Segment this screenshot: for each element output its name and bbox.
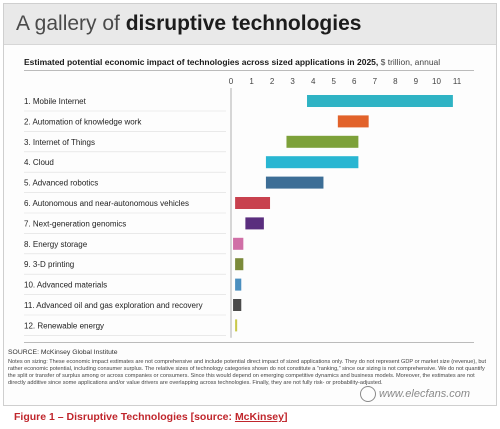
bar-chart: 0 1 2 3 4 5 6 7 8 9 10 11 1. Mobile Internet 2. Autom… bbox=[24, 77, 462, 338]
category-label: 11. Advanced oil and gas exploration and… bbox=[24, 301, 203, 310]
title-bold: disruptive technologies bbox=[125, 12, 362, 35]
x-tick-label-5: 5 bbox=[332, 77, 337, 86]
category-label: 10. Advanced materials bbox=[24, 281, 107, 290]
x-tick-label-6: 6 bbox=[352, 77, 357, 86]
bar-2 bbox=[337, 115, 369, 128]
x-tick-label-2: 2 bbox=[270, 77, 275, 86]
bar-9 bbox=[235, 258, 244, 271]
bar-8 bbox=[233, 237, 244, 250]
x-tick-label-10: 10 bbox=[432, 77, 441, 86]
x-tick-label-11: 11 bbox=[453, 77, 462, 86]
bar-1 bbox=[307, 95, 453, 107]
chart-subtitle: Estimated potential economic impact of t… bbox=[24, 57, 440, 67]
sizing-notes: Notes on sizing: These economic impact e… bbox=[8, 359, 487, 387]
category-label: 2. Automation of knowledge work bbox=[24, 117, 142, 126]
bar-12 bbox=[235, 319, 238, 332]
bar-6 bbox=[235, 197, 271, 209]
category-label: 7. Next-generation genomics bbox=[24, 219, 126, 228]
page-title: A gallery of disruptive technologies bbox=[16, 12, 361, 36]
caption-source-link[interactable]: McKinsey bbox=[234, 411, 284, 423]
elecfans-logo-icon bbox=[360, 386, 376, 402]
category-label: 4. Cloud bbox=[24, 158, 54, 167]
x-tick-label-9: 9 bbox=[414, 77, 419, 86]
caption-end: ] bbox=[283, 411, 288, 423]
category-label: 3. Internet of Things bbox=[24, 138, 95, 147]
category-label: 1. Mobile Internet bbox=[24, 97, 87, 106]
x-tick-label-4: 4 bbox=[311, 77, 316, 86]
source-note: SOURCE: McKinsey Global Institute bbox=[8, 349, 118, 356]
bar-10 bbox=[235, 278, 242, 291]
x-tick-label-7: 7 bbox=[373, 77, 378, 86]
x-tick-label-8: 8 bbox=[393, 77, 398, 86]
caption-main: Figure 1 – Disruptive Technologies [sour… bbox=[14, 411, 235, 423]
bar-5 bbox=[265, 176, 324, 189]
x-tick-label-0: 0 bbox=[229, 77, 234, 86]
category-label: 6. Autonomous and near-autonomous vehicl… bbox=[24, 199, 189, 208]
category-label: 9. 3-D printing bbox=[24, 260, 74, 269]
title-bar: A gallery of disruptive technologies bbox=[4, 4, 496, 45]
category-label: 5. Advanced robotics bbox=[24, 179, 98, 188]
title-prefix: A gallery of bbox=[16, 12, 126, 35]
figure-caption: Figure 1 – Disruptive Technologies [sour… bbox=[14, 411, 287, 423]
top-divider bbox=[24, 70, 474, 71]
watermark-text: www.elecfans.com bbox=[379, 387, 471, 400]
category-label: 8. Energy storage bbox=[24, 240, 88, 249]
watermark: www.elecfans.com bbox=[360, 386, 470, 402]
x-tick-label-1: 1 bbox=[249, 77, 254, 86]
bar-7 bbox=[245, 217, 264, 230]
bar-11 bbox=[233, 299, 242, 311]
category-label: 12. Renewable energy bbox=[24, 321, 104, 330]
bottom-divider bbox=[24, 342, 474, 343]
bar-3 bbox=[286, 135, 359, 148]
bar-4 bbox=[265, 156, 359, 169]
x-tick-label-3: 3 bbox=[290, 77, 295, 86]
subtitle-main: Estimated potential economic impact of t… bbox=[24, 57, 379, 67]
subtitle-unit: $ trillion, annual bbox=[378, 57, 441, 67]
